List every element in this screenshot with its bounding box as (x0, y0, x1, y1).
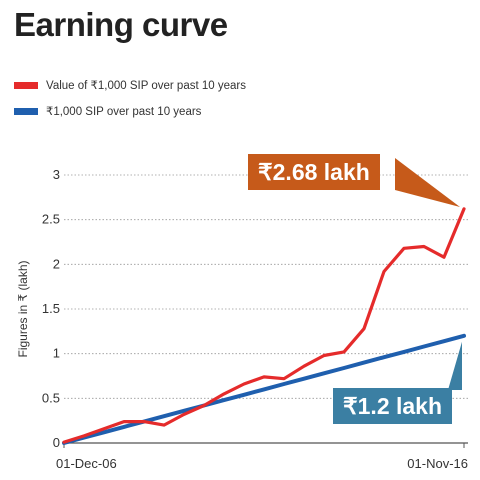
callout-value-pointer (395, 158, 460, 207)
legend-label-invested: ₹1,000 SIP over past 10 years (46, 106, 202, 118)
y-tick-labels: 0 0.5 1 1.5 2 2.5 3 (42, 167, 60, 450)
legend-swatch-blue (14, 107, 38, 115)
y-tick-label: 2 (53, 256, 60, 271)
legend-item-invested: ₹1,000 SIP over past 10 years (14, 98, 246, 124)
y-tick-label: 1 (53, 346, 60, 361)
callout-invested-pointer (448, 341, 462, 390)
x-tick-label: 01-Dec-06 (56, 456, 117, 471)
y-tick-label: 3 (53, 167, 60, 182)
y-tick-label: 2.5 (42, 212, 60, 227)
y-tick-label: 0.5 (42, 390, 60, 405)
legend: Value of ₹1,000 SIP over past 10 years ₹… (14, 72, 246, 124)
chart-title: Earning curve (14, 6, 228, 43)
legend-label-value: Value of ₹1,000 SIP over past 10 years (46, 80, 246, 92)
series-line-invested (62, 333, 466, 445)
y-tick-label: 0 (53, 435, 60, 450)
y-tick-label: 1.5 (42, 301, 60, 316)
series-layer (62, 207, 466, 445)
legend-item-value: Value of ₹1,000 SIP over past 10 years (14, 72, 246, 98)
legend-swatch-red (14, 81, 38, 89)
callout-value: ₹2.68 lakh (248, 154, 380, 190)
series-line-value (62, 207, 466, 444)
callout-invested: ₹1.2 lakh (333, 388, 453, 424)
x-tick-label: 01-Nov-16 (407, 456, 468, 471)
x-tick-labels: 01-Dec-06 01-Nov-16 (56, 443, 468, 471)
y-axis-label: Figures in ₹ (lakh) (16, 261, 30, 358)
